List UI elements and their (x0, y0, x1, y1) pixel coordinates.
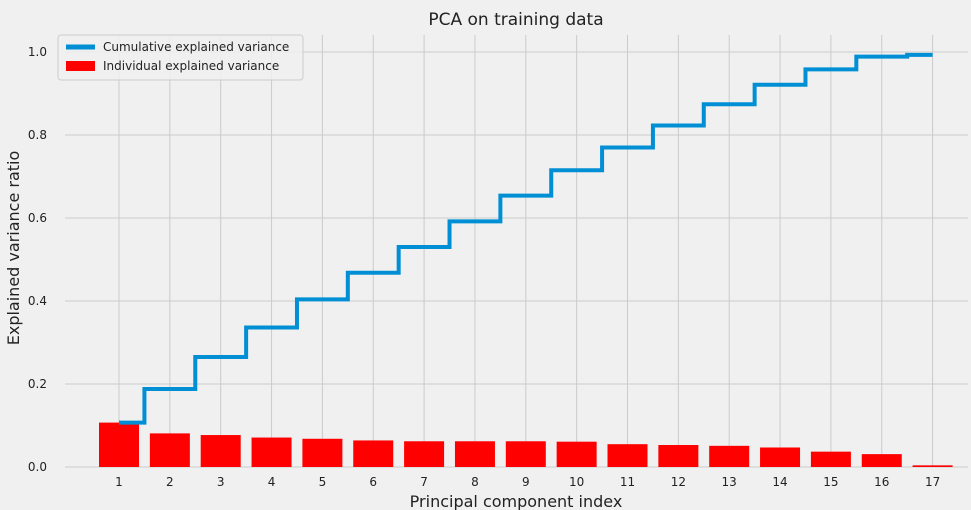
legend-box (57, 34, 304, 81)
bar-individual-16 (861, 454, 902, 467)
bar-individual-7 (404, 441, 445, 467)
bar-individual-14 (760, 447, 801, 467)
legend-label-cumulative: Cumulative explained variance (103, 40, 289, 54)
bar-individual-17 (912, 465, 953, 467)
line-cumulative-variance (119, 52, 933, 425)
y-tick-label: 1.0 (28, 45, 47, 59)
x-tick-labels: 1 2 3 4 5 6 7 8 9 10 11 12 13 14 15 16 17 (115, 475, 940, 489)
bar-individual-11 (607, 444, 648, 467)
bar-individual-13 (709, 445, 750, 467)
x-tick-label: 15 (823, 475, 838, 489)
x-tick-label: 1 (115, 475, 123, 489)
grid (65, 35, 968, 468)
bar-individual-10 (556, 441, 597, 467)
legend-swatch-individual (66, 61, 95, 71)
x-tick-label: 5 (319, 475, 327, 489)
y-axis-label: Explained variance ratio (4, 151, 23, 346)
x-tick-label: 3 (217, 475, 225, 489)
bar-individual-3 (200, 435, 241, 467)
legend: Cumulative explained variance Individual… (57, 34, 304, 81)
bar-individual-6 (353, 440, 394, 467)
y-tick-label: 0.6 (28, 211, 47, 225)
x-tick-label: 9 (522, 475, 530, 489)
bar-individual-9 (505, 441, 546, 467)
x-tick-label: 17 (925, 475, 940, 489)
y-tick-label: 0.8 (28, 128, 47, 142)
x-tick-label: 2 (166, 475, 174, 489)
chart-title: PCA on training data (428, 10, 603, 30)
x-tick-label: 16 (874, 475, 889, 489)
x-tick-label: 12 (671, 475, 686, 489)
y-tick-label: 0.4 (28, 294, 47, 308)
x-tick-label: 14 (772, 475, 787, 489)
y-tick-label: 0.2 (28, 377, 47, 391)
bar-individual-1 (99, 422, 139, 467)
y-tick-labels: 0.0 0.2 0.4 0.6 0.8 1.0 (28, 45, 47, 474)
x-tick-label: 4 (268, 475, 276, 489)
x-tick-label: 6 (369, 475, 377, 489)
x-tick-label: 11 (620, 475, 635, 489)
legend-label-individual: Individual explained variance (103, 59, 279, 73)
y-tick-label: 0.0 (28, 460, 47, 474)
bar-individual-15 (810, 451, 851, 467)
bar-individual-8 (454, 441, 495, 467)
bar-individual-12 (658, 445, 699, 467)
x-tick-label: 13 (722, 475, 737, 489)
x-axis-label: Principal component index (410, 492, 623, 510)
x-tick-label: 8 (471, 475, 479, 489)
x-tick-label: 7 (420, 475, 428, 489)
bar-individual-4 (251, 437, 292, 467)
bar-individual-2 (149, 433, 190, 467)
bar-individual-5 (302, 438, 343, 467)
x-tick-label: 10 (569, 475, 584, 489)
step-line-layer (119, 52, 933, 425)
bars-layer (99, 422, 953, 467)
